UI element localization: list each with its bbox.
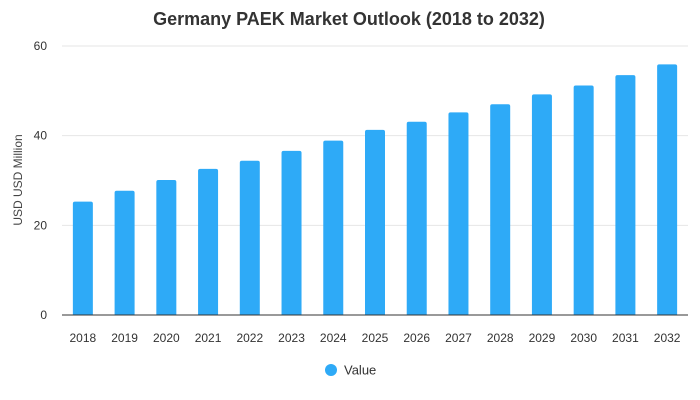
x-tick-label: 2026: [403, 331, 430, 345]
chart-title: Germany PAEK Market Outlook (2018 to 203…: [153, 9, 545, 29]
bar-2019[interactable]: [114, 190, 135, 315]
y-tick-label: 20: [34, 218, 48, 232]
bar-2025[interactable]: [365, 129, 385, 315]
x-tick-label: 2027: [445, 331, 472, 345]
bar-2022[interactable]: [239, 160, 260, 315]
x-tick-label: 2018: [70, 331, 97, 345]
y-tick-label: 60: [34, 39, 48, 53]
y-axis-title: USD USD Million: [11, 134, 25, 225]
x-tick-label: 2019: [111, 331, 138, 345]
x-tick-label: 2020: [153, 331, 180, 345]
y-tick-label: 0: [40, 308, 47, 322]
x-tick-label: 2021: [195, 331, 222, 345]
bar-2030[interactable]: [573, 85, 594, 315]
y-tick-labels: 0 20 40 60: [34, 39, 48, 322]
x-tick-label: 2029: [529, 331, 556, 345]
x-tick-label: 2025: [362, 331, 389, 345]
x-tick-label: 2023: [278, 331, 305, 345]
x-tick-label: 2022: [236, 331, 263, 345]
x-tick-labels: 2018 2019 2020 2021 2022 2023 2024 2025 2026 2027…: [70, 331, 681, 345]
bar-2024[interactable]: [323, 140, 344, 315]
x-tick-label: 2031: [612, 331, 639, 345]
bar-2021[interactable]: [198, 168, 219, 315]
x-tick-label: 2024: [320, 331, 347, 345]
legend-marker[interactable]: [325, 364, 337, 376]
bar-2018[interactable]: [72, 201, 93, 315]
bar-2020[interactable]: [156, 180, 177, 315]
bar-2026[interactable]: [406, 121, 427, 315]
y-tick-label: 40: [34, 129, 48, 143]
bar-2029[interactable]: [531, 94, 552, 315]
x-tick-label: 2030: [570, 331, 597, 345]
bar-2027[interactable]: [448, 112, 469, 315]
bar-2032[interactable]: [657, 64, 678, 315]
legend-label[interactable]: Value: [344, 363, 376, 378]
bar-2031[interactable]: [615, 75, 636, 316]
bar-2028[interactable]: [490, 104, 511, 316]
bar-2023[interactable]: [281, 150, 302, 315]
x-tick-label: 2028: [487, 331, 514, 345]
x-tick-label: 2032: [654, 331, 681, 345]
legend[interactable]: Value: [325, 363, 376, 378]
bars: [72, 64, 678, 316]
